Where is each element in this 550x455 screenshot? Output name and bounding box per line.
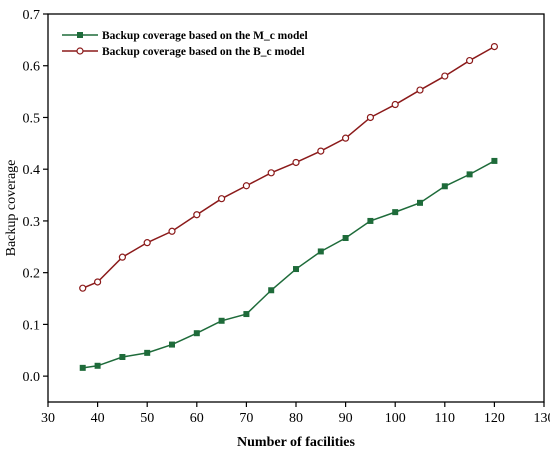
data-point-circle bbox=[366, 113, 374, 122]
data-point-circle bbox=[79, 284, 87, 292]
y-tick-label: 0.2 bbox=[23, 267, 41, 282]
data-point-circle bbox=[242, 182, 250, 190]
data-point-square bbox=[293, 266, 299, 273]
data-point-square bbox=[466, 171, 473, 178]
data-point-square bbox=[317, 248, 324, 255]
data-point-square bbox=[94, 362, 101, 369]
x-tick-label: 110 bbox=[435, 411, 455, 426]
data-point-circle bbox=[391, 100, 399, 109]
legend: Backup coverage based on the M_c model B… bbox=[62, 30, 308, 58]
y-axis-title: Backup coverage bbox=[4, 160, 19, 257]
y-tick-label: 0.0 bbox=[23, 370, 41, 385]
series-line-0 bbox=[82, 160, 495, 369]
data-point-square bbox=[119, 353, 126, 360]
data-point-circle bbox=[342, 134, 350, 142]
x-tick-label: 70 bbox=[239, 411, 253, 426]
data-point-circle bbox=[193, 211, 201, 219]
data-point-circle bbox=[267, 169, 275, 177]
y-axis: 0.0 0.1 0.2 0.3 0.4 0.5 0.6 0.7 bbox=[23, 8, 48, 385]
data-point-square bbox=[243, 311, 250, 318]
legend-label-b-c: Backup coverage based on the B_c model bbox=[102, 46, 305, 58]
data-point-circle bbox=[118, 253, 127, 261]
data-point-circle bbox=[93, 278, 102, 286]
x-tick-label: 40 bbox=[91, 411, 105, 426]
data-point-circle bbox=[292, 158, 300, 167]
series-layer bbox=[79, 42, 498, 371]
legend-label-m-c: Backup coverage based on the M_c model bbox=[102, 30, 308, 42]
data-point-square bbox=[367, 217, 374, 224]
y-tick-label: 0.1 bbox=[23, 318, 41, 333]
y-tick-label: 0.7 bbox=[23, 8, 41, 23]
x-tick-label: 120 bbox=[484, 411, 505, 426]
legend-marker-m-c bbox=[77, 32, 83, 38]
data-point-square bbox=[218, 317, 225, 324]
data-point-square bbox=[417, 199, 423, 206]
data-point-square bbox=[79, 364, 86, 371]
y-tick-label: 0.3 bbox=[23, 215, 41, 230]
x-axis-title: Number of facilities bbox=[237, 435, 355, 450]
y-tick-label: 0.6 bbox=[23, 60, 41, 75]
x-tick-label: 60 bbox=[190, 411, 204, 426]
data-point-square bbox=[268, 287, 275, 294]
data-point-circle bbox=[168, 227, 176, 235]
data-point-circle bbox=[218, 195, 226, 203]
data-point-circle bbox=[416, 86, 424, 94]
data-point-square bbox=[169, 341, 175, 348]
data-point-square bbox=[441, 183, 448, 190]
plot-frame bbox=[47, 13, 545, 403]
x-tick-label: 130 bbox=[534, 411, 550, 426]
y-tick-label: 0.5 bbox=[23, 111, 41, 126]
data-point-circle bbox=[441, 72, 449, 80]
data-point-circle bbox=[490, 42, 498, 51]
x-tick-label: 80 bbox=[289, 411, 303, 426]
x-tick-label: 100 bbox=[385, 411, 406, 426]
data-point-square bbox=[491, 157, 498, 164]
data-point-square bbox=[144, 349, 151, 356]
data-point-circle bbox=[317, 147, 325, 155]
data-point-circle bbox=[466, 56, 474, 65]
data-point-square bbox=[193, 330, 200, 337]
series-line-1 bbox=[82, 45, 495, 289]
x-tick-label: 30 bbox=[41, 411, 55, 426]
legend-marker-b-c bbox=[76, 47, 84, 55]
data-point-square bbox=[342, 235, 349, 242]
x-tick-label: 50 bbox=[140, 411, 154, 426]
data-point-square bbox=[392, 209, 399, 216]
data-point-circle bbox=[143, 239, 151, 247]
x-tick-label: 90 bbox=[339, 411, 353, 426]
x-axis: 30 40 50 60 70 80 90 100 110 120 130 bbox=[41, 402, 550, 426]
y-tick-label: 0.4 bbox=[23, 163, 41, 178]
